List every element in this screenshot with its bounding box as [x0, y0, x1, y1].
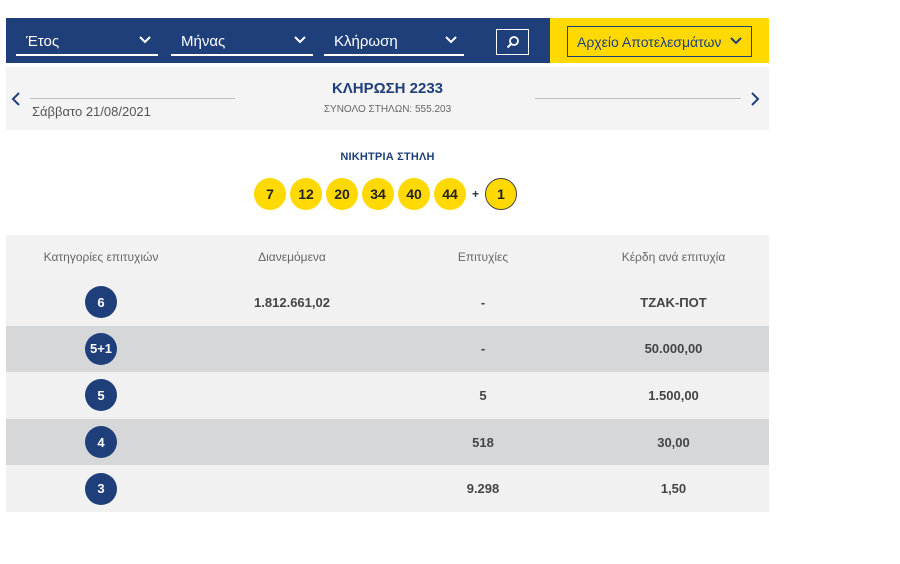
category-badge: 4	[85, 426, 117, 459]
prize-cell: 1.500,00	[648, 387, 699, 403]
archive-dropdown-label: Αρχείο Αποτελεσμάτων	[577, 34, 722, 50]
draw-title: ΚΛΗΡΩΣΗ 2233	[331, 80, 444, 97]
plus-sign: +	[472, 187, 480, 201]
distributed-cell	[196, 372, 388, 419]
winners-cell: 5	[479, 387, 487, 403]
number-ball: 7	[254, 178, 286, 210]
joker-ball: 1	[485, 178, 518, 210]
prize-cell: 50.000,00	[644, 341, 703, 357]
chevron-down-icon	[139, 36, 151, 44]
winning-numbers: 7 12 20 34 40 44 + 1	[254, 178, 521, 210]
table-row: 3 9.298 1,50	[6, 465, 769, 512]
header-distributed: Διανεμόμενα	[258, 250, 326, 264]
divider-left	[30, 98, 235, 99]
distributed-cell	[196, 465, 388, 512]
table-row: 6 1.812.661,02 - ΤΖΑΚ-ΠΟΤ	[6, 279, 769, 326]
chevron-left-icon[interactable]	[10, 91, 22, 107]
prize-cell: 30,00	[657, 434, 690, 450]
number-ball: 20	[326, 178, 358, 210]
distributed-cell: 1.812.661,02	[254, 294, 330, 310]
year-select-label: Έτος	[26, 33, 60, 50]
winners-cell: -	[480, 341, 486, 357]
category-badge: 3	[85, 472, 117, 505]
table-row: 4 518 30,00	[6, 418, 769, 466]
category-badge: 5	[85, 379, 117, 412]
winning-column-title: ΝΙΚΗΤΡΙΑ ΣΤΗΛΗ	[340, 151, 435, 163]
month-select[interactable]: Μήνας	[171, 28, 313, 56]
divider-right	[535, 98, 741, 99]
table-row: 5+1 - 50.000,00	[6, 325, 769, 373]
header-winners: Επιτυχίες	[457, 250, 509, 264]
table-header: Κατηγορίες επιτυχιών Διανεμόμενα Επιτυχί…	[6, 235, 769, 279]
table-row: 5 5 1.500,00	[6, 372, 769, 419]
number-ball: 40	[398, 178, 430, 210]
archive-panel: Αρχείο Αποτελεσμάτων	[550, 18, 769, 63]
total-columns: ΣΥΝΟΛΟ ΣΤΗΛΩΝ: 555.203	[323, 104, 452, 115]
filter-bar: Έτος Μήνας Κλήρωση	[6, 18, 550, 63]
category-badge: 5+1	[85, 332, 117, 365]
chevron-down-icon	[294, 36, 306, 44]
search-button[interactable]	[496, 29, 529, 55]
month-select-label: Μήνας	[181, 33, 226, 50]
distributed-cell	[196, 326, 388, 373]
results-table: Κατηγορίες επιτυχιών Διανεμόμενα Επιτυχί…	[6, 235, 769, 512]
winners-cell: 518	[472, 434, 494, 450]
prize-cell: ΤΖΑΚ-ΠΟΤ	[640, 294, 707, 310]
number-ball: 44	[434, 178, 466, 210]
draw-select[interactable]: Κλήρωση	[324, 28, 464, 56]
winners-cell: -	[480, 294, 486, 310]
draw-select-label: Κλήρωση	[334, 33, 398, 50]
prize-cell: 1,50	[660, 481, 687, 497]
draw-date: Σάββατο 21/08/2021	[32, 104, 151, 119]
year-select[interactable]: Έτος	[16, 28, 158, 56]
header-prize: Κέρδη ανά επιτυχία	[621, 250, 726, 264]
category-badge: 6	[85, 286, 117, 319]
chevron-right-icon[interactable]	[749, 91, 761, 107]
chevron-down-icon	[730, 37, 742, 45]
winners-cell: 9.298	[466, 481, 500, 497]
draw-header: Σάββατο 21/08/2021 ΚΛΗΡΩΣΗ 2233 ΣΥΝΟΛΟ Σ…	[6, 67, 769, 130]
header-categories: Κατηγορίες επιτυχιών	[43, 250, 159, 264]
archive-dropdown[interactable]: Αρχείο Αποτελεσμάτων	[567, 26, 752, 57]
chevron-down-icon	[445, 36, 457, 44]
number-ball: 12	[290, 178, 322, 210]
search-icon	[506, 36, 519, 49]
distributed-cell	[196, 419, 388, 466]
number-ball: 34	[362, 178, 394, 210]
